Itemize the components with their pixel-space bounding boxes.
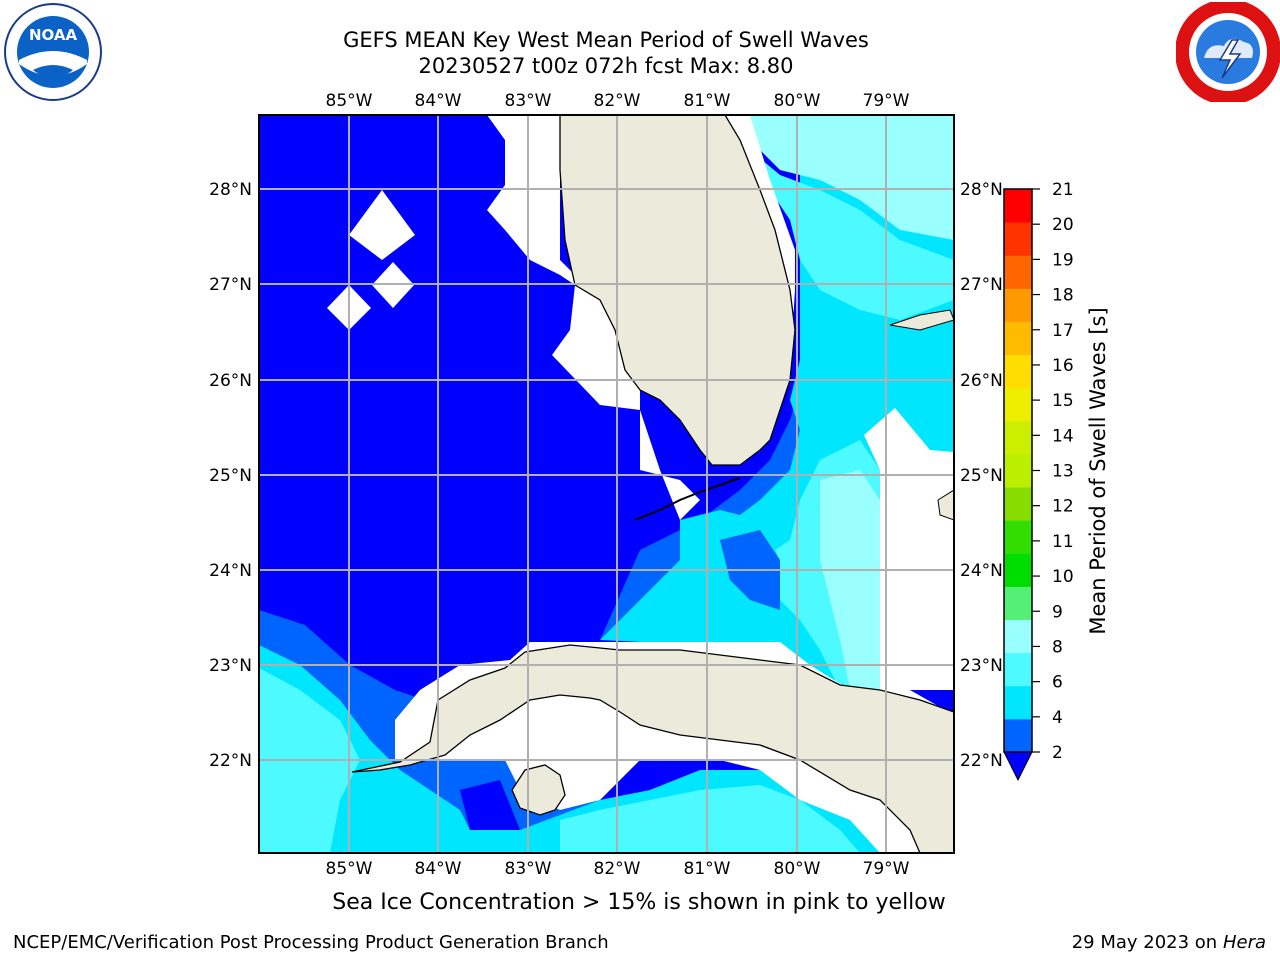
colorbar-segment bbox=[1004, 387, 1032, 422]
colorbar: 2 4 6 8 9 10 11 12 13 14 15 16 17 18 19 20 21 bbox=[1003, 180, 1074, 782]
colorbar-segment bbox=[1004, 255, 1032, 289]
lon-label-bottom: 82°W bbox=[594, 859, 641, 879]
colorbar-segment bbox=[1004, 586, 1032, 621]
colorbar-segment bbox=[1004, 487, 1032, 521]
colorbar-tick-label: 17 bbox=[1052, 321, 1074, 341]
lat-label-left: 27°N bbox=[209, 275, 252, 295]
lon-label-top: 85°W bbox=[326, 91, 373, 111]
colorbar-segment bbox=[1004, 354, 1032, 389]
footer-date-text: 29 May 2023 on bbox=[1071, 932, 1218, 953]
lon-label-top: 79°W bbox=[863, 91, 910, 111]
national-weather-service-logo-icon bbox=[1176, 2, 1280, 102]
lat-label-right: 24°N bbox=[960, 561, 1003, 581]
colorbar-segment bbox=[1004, 520, 1032, 554]
chart-title: GEFS MEAN Key West Mean Period of Swell … bbox=[343, 28, 869, 52]
colorbar-tick-label: 15 bbox=[1052, 391, 1074, 411]
colorbar-segment bbox=[1004, 189, 1032, 223]
lat-label-left: 26°N bbox=[209, 371, 252, 391]
land-keys bbox=[634, 477, 741, 521]
lat-label-left: 28°N bbox=[209, 180, 252, 200]
lon-label-top: 84°W bbox=[415, 91, 462, 111]
colorbar-segment bbox=[1004, 619, 1032, 654]
lon-label-top: 80°W bbox=[774, 91, 821, 111]
map-frame bbox=[258, 114, 955, 854]
colorbar-segment bbox=[1004, 718, 1032, 753]
colorbar-segment bbox=[1004, 453, 1032, 488]
lat-label-right: 23°N bbox=[960, 656, 1003, 676]
colorbar-tick-label: 20 bbox=[1052, 215, 1074, 235]
lat-label-right: 27°N bbox=[960, 275, 1003, 295]
footer-machine: Hera bbox=[1222, 932, 1266, 953]
colorbar-segment bbox=[1004, 685, 1032, 720]
field-8-9-east bbox=[820, 470, 880, 690]
colorbar-label: Mean Period of Swell Waves [s] bbox=[1086, 307, 1110, 634]
lat-label-left: 25°N bbox=[209, 466, 252, 486]
colorbar-tick-label: 9 bbox=[1052, 602, 1063, 622]
chart-subtitle: 20230527 t00z 072h fcst Max: 8.80 bbox=[418, 54, 794, 78]
colorbar-tick-label: 21 bbox=[1052, 180, 1074, 200]
lon-label-top: 82°W bbox=[594, 91, 641, 111]
lon-label-bottom: 80°W bbox=[774, 859, 821, 879]
colorbar-tick-label: 10 bbox=[1052, 567, 1074, 587]
lat-label-right: 22°N bbox=[960, 751, 1003, 771]
map-gridlines bbox=[259, 115, 954, 853]
lat-label-left: 22°N bbox=[209, 751, 252, 771]
sea-ice-note: Sea Ice Concentration > 15% is shown in … bbox=[332, 890, 946, 915]
colorbar-segment bbox=[1004, 321, 1032, 356]
colorbar-segment bbox=[1004, 652, 1032, 687]
footer-credit: NCEP/EMC/Verification Post Processing Pr… bbox=[13, 932, 609, 953]
lon-label-bottom: 84°W bbox=[415, 859, 462, 879]
colorbar-segment bbox=[1004, 553, 1032, 587]
lon-label-top: 81°W bbox=[684, 91, 731, 111]
colorbar-tick-label: 11 bbox=[1052, 532, 1074, 552]
land-florida bbox=[559, 115, 796, 466]
colorbar-segment bbox=[1004, 222, 1032, 256]
lat-label-left: 23°N bbox=[209, 656, 252, 676]
colorbar-tick-label: 8 bbox=[1052, 637, 1063, 657]
field-6-8-ne bbox=[750, 150, 954, 320]
missing-fl-west bbox=[487, 115, 700, 520]
colorbar-under-triangle bbox=[1003, 751, 1033, 782]
lat-label-left: 24°N bbox=[209, 561, 252, 581]
field-8-9-ne bbox=[750, 115, 954, 240]
colorbar-tick-label: 16 bbox=[1052, 356, 1074, 376]
colorbar-tick-label: 4 bbox=[1052, 708, 1063, 728]
missing-gulf-1 bbox=[349, 190, 415, 260]
lat-label-right: 25°N bbox=[960, 466, 1003, 486]
colorbar-tick-label: 6 bbox=[1052, 673, 1063, 693]
colorbar-tick-label: 12 bbox=[1052, 497, 1074, 517]
colorbar-tick-label: 2 bbox=[1052, 743, 1063, 763]
colorbar-tick-label: 18 bbox=[1052, 286, 1074, 306]
lat-label-right: 26°N bbox=[960, 371, 1003, 391]
colorbar-segment bbox=[1004, 288, 1032, 322]
lon-label-bottom: 79°W bbox=[863, 859, 910, 879]
land-cuba bbox=[351, 644, 954, 853]
colorbar-tick-label: 13 bbox=[1052, 462, 1074, 482]
colorbar-tick-label: 19 bbox=[1052, 250, 1074, 270]
lon-label-bottom: 85°W bbox=[326, 859, 373, 879]
lon-label-bottom: 83°W bbox=[505, 859, 552, 879]
colorbar-segment bbox=[1004, 420, 1032, 455]
noaa-logo-icon: NOAA bbox=[4, 3, 102, 101]
lon-label-bottom: 81°W bbox=[684, 859, 731, 879]
land-isla-juventud bbox=[511, 764, 566, 816]
land-bahamas bbox=[889, 309, 954, 331]
noaa-logo-text: NOAA bbox=[29, 26, 78, 44]
lon-label-top: 83°W bbox=[505, 91, 552, 111]
lat-label-right: 28°N bbox=[960, 180, 1003, 200]
colorbar-tick-label: 14 bbox=[1052, 426, 1074, 446]
land-bahamas-andros bbox=[937, 489, 954, 521]
footer-date: 29 May 2023 on Hera bbox=[1072, 932, 1266, 953]
field-6-8-s bbox=[560, 785, 860, 853]
field-2-4-s2 bbox=[460, 780, 520, 830]
